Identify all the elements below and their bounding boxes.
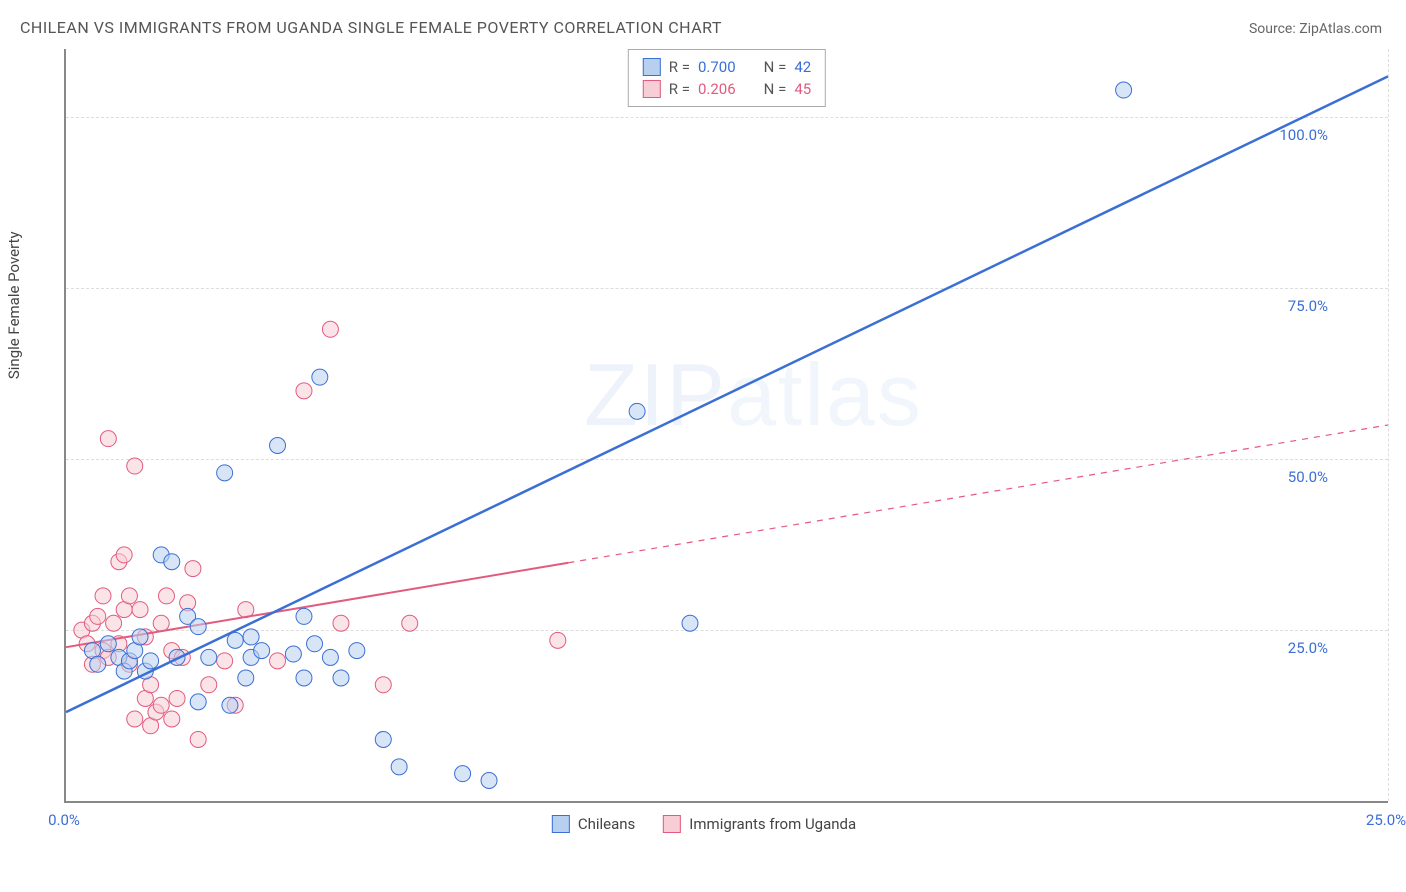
trend-line-blue [66,76,1388,712]
data-point-pink [217,653,233,669]
data-point-blue [455,766,471,782]
data-point-blue [1116,82,1132,98]
data-point-pink [100,431,116,447]
data-point-blue [307,636,323,652]
data-point-pink [402,615,418,631]
gridline-v [1388,49,1389,801]
data-point-pink [185,561,201,577]
plot-area: R = 0.700 N = 42 R = 0.206 N = 45 ZIPatl… [64,49,1388,803]
data-point-blue [90,656,106,672]
correlation-legend: R = 0.700 N = 42 R = 0.206 N = 45 [628,49,826,107]
data-point-blue [164,554,180,570]
data-point-pink [333,615,349,631]
data-point-pink [116,547,132,563]
r-value-blue: 0.700 [698,58,736,76]
data-point-pink [375,677,391,693]
data-point-blue [132,629,148,645]
data-point-blue [143,653,159,669]
data-point-pink [90,608,106,624]
data-point-blue [100,636,116,652]
data-point-blue [270,438,286,454]
data-point-blue [312,369,328,385]
data-point-blue [375,731,391,747]
data-point-blue [391,759,407,775]
data-point-pink [296,383,312,399]
data-point-blue [190,619,206,635]
data-point-pink [164,711,180,727]
n-value-blue: 42 [794,58,811,76]
data-point-pink [153,697,169,713]
legend-item-chileans: Chileans [552,815,635,833]
chart-container: Single Female Poverty R = 0.700 N = 42 R… [20,49,1388,839]
x-tick-label: 25.0% [1366,811,1406,829]
y-tick-label: 100.0% [1279,126,1328,144]
series-legend: Chileans Immigrants from Uganda [552,815,856,833]
scatter-plot-svg [66,49,1388,801]
data-point-pink [190,731,206,747]
y-tick-label: 25.0% [1288,639,1328,657]
data-point-blue [217,465,233,481]
legend-item-uganda: Immigrants from Uganda [663,815,856,833]
data-point-blue [222,697,238,713]
data-point-blue [254,643,270,659]
data-point-pink [169,690,185,706]
data-point-blue [285,646,301,662]
swatch-blue-icon [552,815,570,833]
data-point-blue [243,629,259,645]
swatch-pink-icon [663,815,681,833]
swatch-pink [643,80,661,98]
data-point-pink [201,677,217,693]
data-point-blue [238,670,254,686]
data-point-blue [682,615,698,631]
data-point-blue [201,649,217,665]
y-axis-label: Single Female Poverty [5,231,23,379]
data-point-blue [190,694,206,710]
data-point-blue [296,608,312,624]
data-point-blue [333,670,349,686]
data-point-blue [349,643,365,659]
data-point-pink [270,653,286,669]
swatch-blue [643,58,661,76]
trend-line-dashed-pink [568,425,1388,563]
data-point-pink [322,321,338,337]
data-point-blue [296,670,312,686]
data-point-pink [127,458,143,474]
data-point-pink [95,588,111,604]
data-point-pink [153,615,169,631]
data-point-pink [550,632,566,648]
source-attribution: Source: ZipAtlas.com [1249,21,1382,37]
legend-row-pink: R = 0.206 N = 45 [643,78,811,100]
data-point-pink [127,711,143,727]
data-point-blue [629,403,645,419]
data-point-blue [481,772,497,788]
x-tick-label: 0.0% [48,811,80,829]
data-point-blue [322,649,338,665]
data-point-pink [121,588,137,604]
data-point-pink [158,588,174,604]
y-tick-label: 75.0% [1288,297,1328,315]
chart-title: CHILEAN VS IMMIGRANTS FROM UGANDA SINGLE… [20,18,722,37]
r-value-pink: 0.206 [698,80,736,98]
n-value-pink: 45 [794,80,811,98]
data-point-pink [106,615,122,631]
y-tick-label: 50.0% [1288,468,1328,486]
legend-row-blue: R = 0.700 N = 42 [643,56,811,78]
data-point-pink [132,602,148,618]
